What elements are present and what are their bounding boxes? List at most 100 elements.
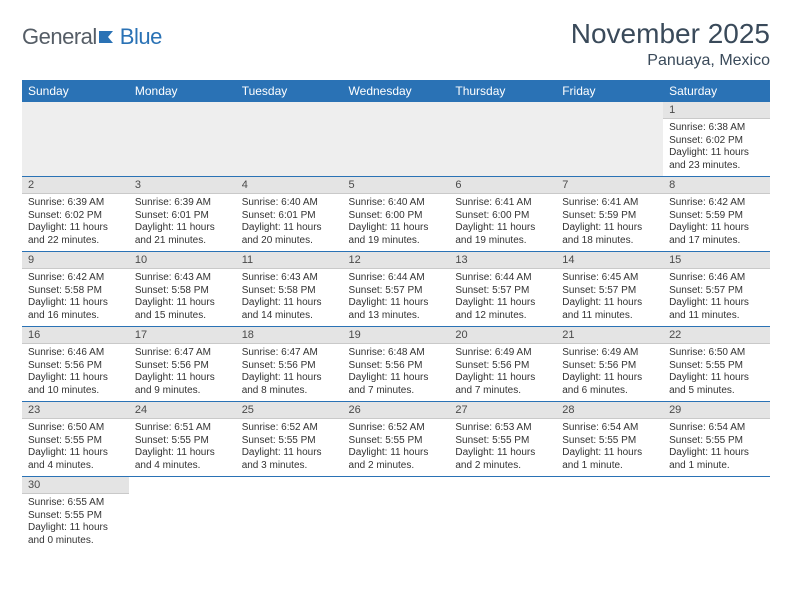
day-number: 21	[556, 327, 663, 344]
day-number-empty	[129, 477, 236, 493]
calendar-day-cell: 18Sunrise: 6:47 AMSunset: 5:56 PMDayligh…	[236, 327, 343, 402]
sunrise-line: Sunrise: 6:39 AM	[28, 197, 123, 210]
day-number-empty	[449, 477, 556, 493]
day-number: 4	[236, 177, 343, 194]
day-content: Sunrise: 6:52 AMSunset: 5:55 PMDaylight:…	[343, 419, 450, 476]
calendar-day-cell: 12Sunrise: 6:44 AMSunset: 5:57 PMDayligh…	[343, 252, 450, 327]
day-number-empty	[449, 102, 556, 118]
sunrise-line: Sunrise: 6:51 AM	[135, 422, 230, 435]
sunset-line: Sunset: 6:00 PM	[455, 210, 550, 223]
day-content: Sunrise: 6:51 AMSunset: 5:55 PMDaylight:…	[129, 419, 236, 476]
calendar-day-cell: 24Sunrise: 6:51 AMSunset: 5:55 PMDayligh…	[129, 402, 236, 477]
col-thursday: Thursday	[449, 80, 556, 102]
day-content: Sunrise: 6:52 AMSunset: 5:55 PMDaylight:…	[236, 419, 343, 476]
calendar-day-cell: 7Sunrise: 6:41 AMSunset: 5:59 PMDaylight…	[556, 177, 663, 252]
day-number-empty	[236, 102, 343, 118]
calendar-day-cell	[663, 477, 770, 552]
day-number-empty	[556, 102, 663, 118]
calendar-day-cell: 16Sunrise: 6:46 AMSunset: 5:56 PMDayligh…	[22, 327, 129, 402]
daylight-line: Daylight: 11 hours and 9 minutes.	[135, 372, 230, 397]
daylight-line: Daylight: 11 hours and 2 minutes.	[349, 447, 444, 472]
calendar-week-row: 1Sunrise: 6:38 AMSunset: 6:02 PMDaylight…	[22, 102, 770, 177]
logo-text-general: General	[22, 24, 97, 50]
calendar-week-row: 16Sunrise: 6:46 AMSunset: 5:56 PMDayligh…	[22, 327, 770, 402]
calendar-day-cell: 30Sunrise: 6:55 AMSunset: 5:55 PMDayligh…	[22, 477, 129, 552]
calendar-day-cell: 3Sunrise: 6:39 AMSunset: 6:01 PMDaylight…	[129, 177, 236, 252]
day-content: Sunrise: 6:41 AMSunset: 5:59 PMDaylight:…	[556, 194, 663, 251]
sunrise-line: Sunrise: 6:52 AM	[349, 422, 444, 435]
day-number: 26	[343, 402, 450, 419]
calendar-table: Sunday Monday Tuesday Wednesday Thursday…	[22, 80, 770, 551]
calendar-week-row: 2Sunrise: 6:39 AMSunset: 6:02 PMDaylight…	[22, 177, 770, 252]
sunset-line: Sunset: 5:59 PM	[669, 210, 764, 223]
day-number: 18	[236, 327, 343, 344]
sunrise-line: Sunrise: 6:42 AM	[28, 272, 123, 285]
day-content: Sunrise: 6:44 AMSunset: 5:57 PMDaylight:…	[449, 269, 556, 326]
day-content: Sunrise: 6:46 AMSunset: 5:56 PMDaylight:…	[22, 344, 129, 401]
daylight-line: Daylight: 11 hours and 21 minutes.	[135, 222, 230, 247]
day-content: Sunrise: 6:53 AMSunset: 5:55 PMDaylight:…	[449, 419, 556, 476]
calendar-body: 1Sunrise: 6:38 AMSunset: 6:02 PMDaylight…	[22, 102, 770, 551]
daylight-line: Daylight: 11 hours and 7 minutes.	[349, 372, 444, 397]
sunset-line: Sunset: 5:55 PM	[562, 435, 657, 448]
sunset-line: Sunset: 5:55 PM	[669, 360, 764, 373]
day-number: 9	[22, 252, 129, 269]
daylight-line: Daylight: 11 hours and 5 minutes.	[669, 372, 764, 397]
page-title: November 2025	[571, 18, 770, 50]
calendar-day-cell: 20Sunrise: 6:49 AMSunset: 5:56 PMDayligh…	[449, 327, 556, 402]
daylight-line: Daylight: 11 hours and 8 minutes.	[242, 372, 337, 397]
day-number: 27	[449, 402, 556, 419]
sunrise-line: Sunrise: 6:41 AM	[455, 197, 550, 210]
daylight-line: Daylight: 11 hours and 10 minutes.	[28, 372, 123, 397]
day-number: 1	[663, 102, 770, 119]
calendar-day-cell: 21Sunrise: 6:49 AMSunset: 5:56 PMDayligh…	[556, 327, 663, 402]
sunset-line: Sunset: 5:55 PM	[349, 435, 444, 448]
sunset-line: Sunset: 5:55 PM	[455, 435, 550, 448]
calendar-day-cell: 15Sunrise: 6:46 AMSunset: 5:57 PMDayligh…	[663, 252, 770, 327]
day-number: 8	[663, 177, 770, 194]
daylight-line: Daylight: 11 hours and 20 minutes.	[242, 222, 337, 247]
calendar-week-row: 23Sunrise: 6:50 AMSunset: 5:55 PMDayligh…	[22, 402, 770, 477]
calendar-day-cell: 11Sunrise: 6:43 AMSunset: 5:58 PMDayligh…	[236, 252, 343, 327]
calendar-day-cell: 23Sunrise: 6:50 AMSunset: 5:55 PMDayligh…	[22, 402, 129, 477]
daylight-line: Daylight: 11 hours and 2 minutes.	[455, 447, 550, 472]
day-number: 14	[556, 252, 663, 269]
calendar-day-cell: 1Sunrise: 6:38 AMSunset: 6:02 PMDaylight…	[663, 102, 770, 177]
day-number-empty	[343, 102, 450, 118]
sunrise-line: Sunrise: 6:50 AM	[28, 422, 123, 435]
sunset-line: Sunset: 5:56 PM	[28, 360, 123, 373]
sunrise-line: Sunrise: 6:42 AM	[669, 197, 764, 210]
sunrise-line: Sunrise: 6:48 AM	[349, 347, 444, 360]
daylight-line: Daylight: 11 hours and 23 minutes.	[669, 147, 764, 172]
day-number-empty	[663, 477, 770, 493]
day-content: Sunrise: 6:49 AMSunset: 5:56 PMDaylight:…	[449, 344, 556, 401]
sunset-line: Sunset: 5:57 PM	[562, 285, 657, 298]
daylight-line: Daylight: 11 hours and 4 minutes.	[135, 447, 230, 472]
daylight-line: Daylight: 11 hours and 7 minutes.	[455, 372, 550, 397]
day-number: 28	[556, 402, 663, 419]
sunrise-line: Sunrise: 6:47 AM	[135, 347, 230, 360]
day-content: Sunrise: 6:39 AMSunset: 6:01 PMDaylight:…	[129, 194, 236, 251]
day-number: 29	[663, 402, 770, 419]
calendar-day-cell	[236, 102, 343, 177]
sunrise-line: Sunrise: 6:44 AM	[349, 272, 444, 285]
sunrise-line: Sunrise: 6:39 AM	[135, 197, 230, 210]
day-number: 6	[449, 177, 556, 194]
daylight-line: Daylight: 11 hours and 14 minutes.	[242, 297, 337, 322]
day-number: 16	[22, 327, 129, 344]
sunset-line: Sunset: 5:55 PM	[135, 435, 230, 448]
sunrise-line: Sunrise: 6:54 AM	[562, 422, 657, 435]
calendar-day-cell: 10Sunrise: 6:43 AMSunset: 5:58 PMDayligh…	[129, 252, 236, 327]
sunrise-line: Sunrise: 6:43 AM	[242, 272, 337, 285]
day-content: Sunrise: 6:44 AMSunset: 5:57 PMDaylight:…	[343, 269, 450, 326]
daylight-line: Daylight: 11 hours and 0 minutes.	[28, 522, 123, 547]
day-content: Sunrise: 6:42 AMSunset: 5:58 PMDaylight:…	[22, 269, 129, 326]
calendar-day-cell: 9Sunrise: 6:42 AMSunset: 5:58 PMDaylight…	[22, 252, 129, 327]
day-number: 25	[236, 402, 343, 419]
day-number: 22	[663, 327, 770, 344]
sunset-line: Sunset: 5:56 PM	[455, 360, 550, 373]
day-content: Sunrise: 6:40 AMSunset: 6:00 PMDaylight:…	[343, 194, 450, 251]
logo: GeneralBlue	[22, 24, 162, 50]
calendar-day-cell: 17Sunrise: 6:47 AMSunset: 5:56 PMDayligh…	[129, 327, 236, 402]
calendar-day-cell: 5Sunrise: 6:40 AMSunset: 6:00 PMDaylight…	[343, 177, 450, 252]
